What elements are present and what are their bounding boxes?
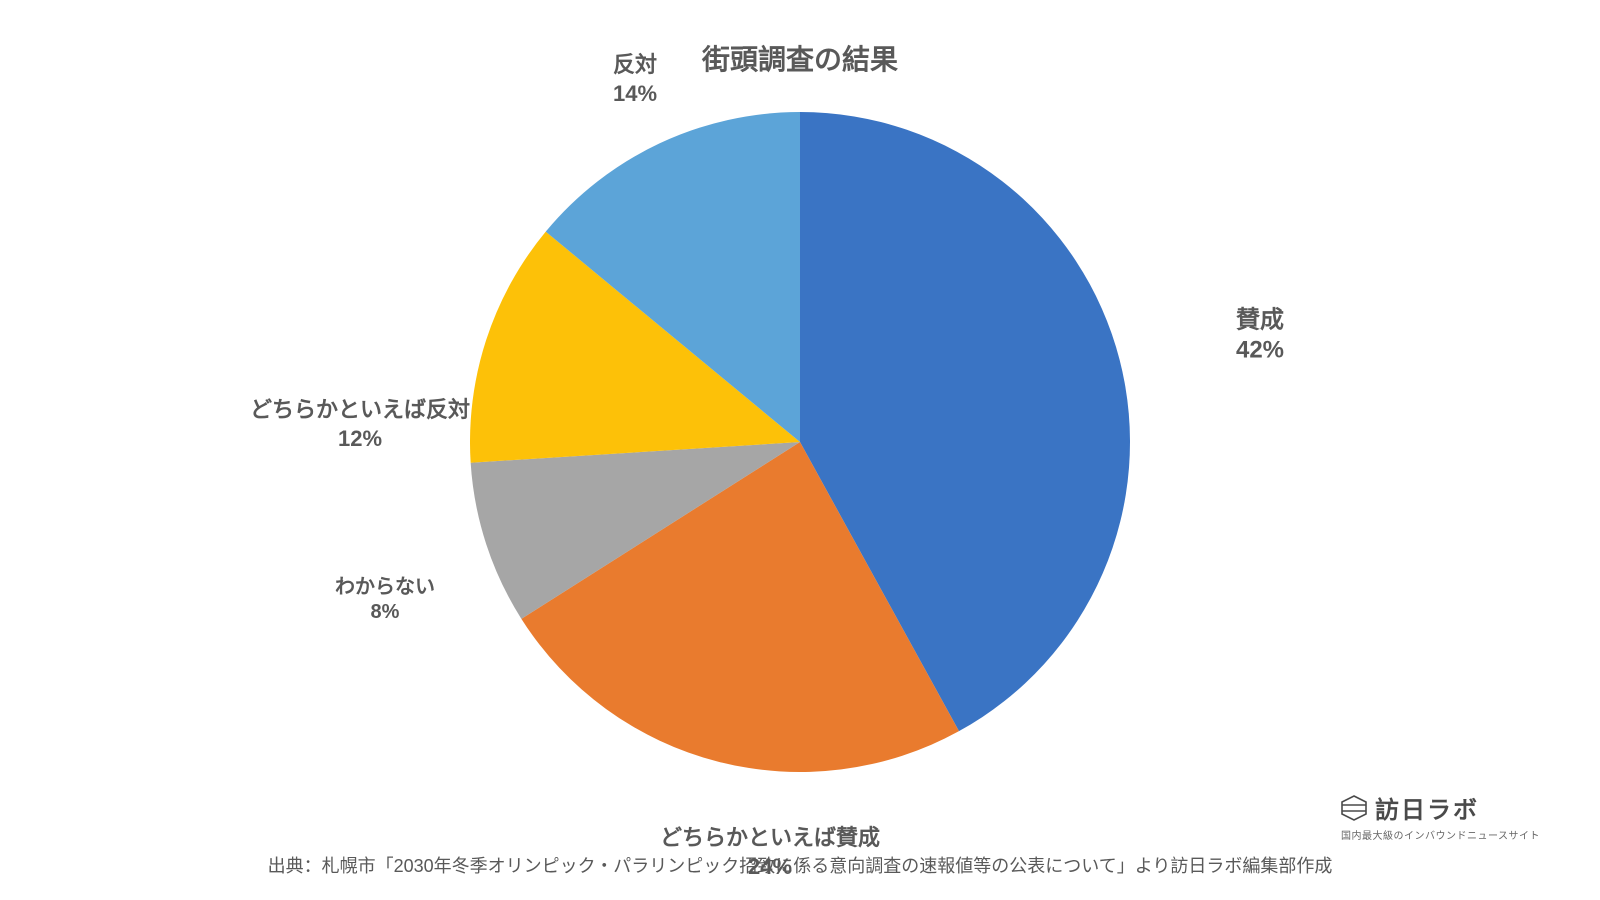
slice-label-pct: 12% bbox=[250, 426, 470, 452]
slice-label-text: わからない bbox=[335, 576, 435, 598]
slice-label: どちらかといえば反対 12% bbox=[250, 392, 470, 452]
slice-label-pct: 42% bbox=[1236, 337, 1284, 365]
slice-label: 反対 14% bbox=[613, 47, 657, 107]
slice-label: わからない 8% bbox=[335, 570, 435, 624]
pie-svg bbox=[470, 112, 1130, 772]
source-citation: 出典：札幌市「2030年冬季オリンピック・パラリンピック招致に係る意向調査の速報… bbox=[268, 852, 1333, 878]
pie-chart bbox=[470, 112, 1130, 772]
brand-mark-icon bbox=[1341, 795, 1367, 821]
slice-label-text: どちらかといえば賛成 bbox=[660, 825, 880, 850]
brand-name: 訪日ラボ bbox=[1375, 790, 1479, 825]
slice-label-text: どちらかといえば反対 bbox=[250, 397, 470, 422]
chart-title: 街頭調査の結果 bbox=[702, 38, 898, 78]
slice-label: 賛成 42% bbox=[1236, 300, 1284, 365]
brand-logo: 訪日ラボ 国内最大級のインバウンドニュースサイト bbox=[1341, 790, 1540, 842]
slice-label-pct: 8% bbox=[335, 601, 435, 624]
brand-tagline: 国内最大級のインバウンドニュースサイト bbox=[1341, 827, 1540, 842]
slice-label-text: 反対 bbox=[613, 52, 657, 77]
slice-label-pct: 14% bbox=[613, 81, 657, 107]
slice-label-text: 賛成 bbox=[1236, 307, 1284, 334]
